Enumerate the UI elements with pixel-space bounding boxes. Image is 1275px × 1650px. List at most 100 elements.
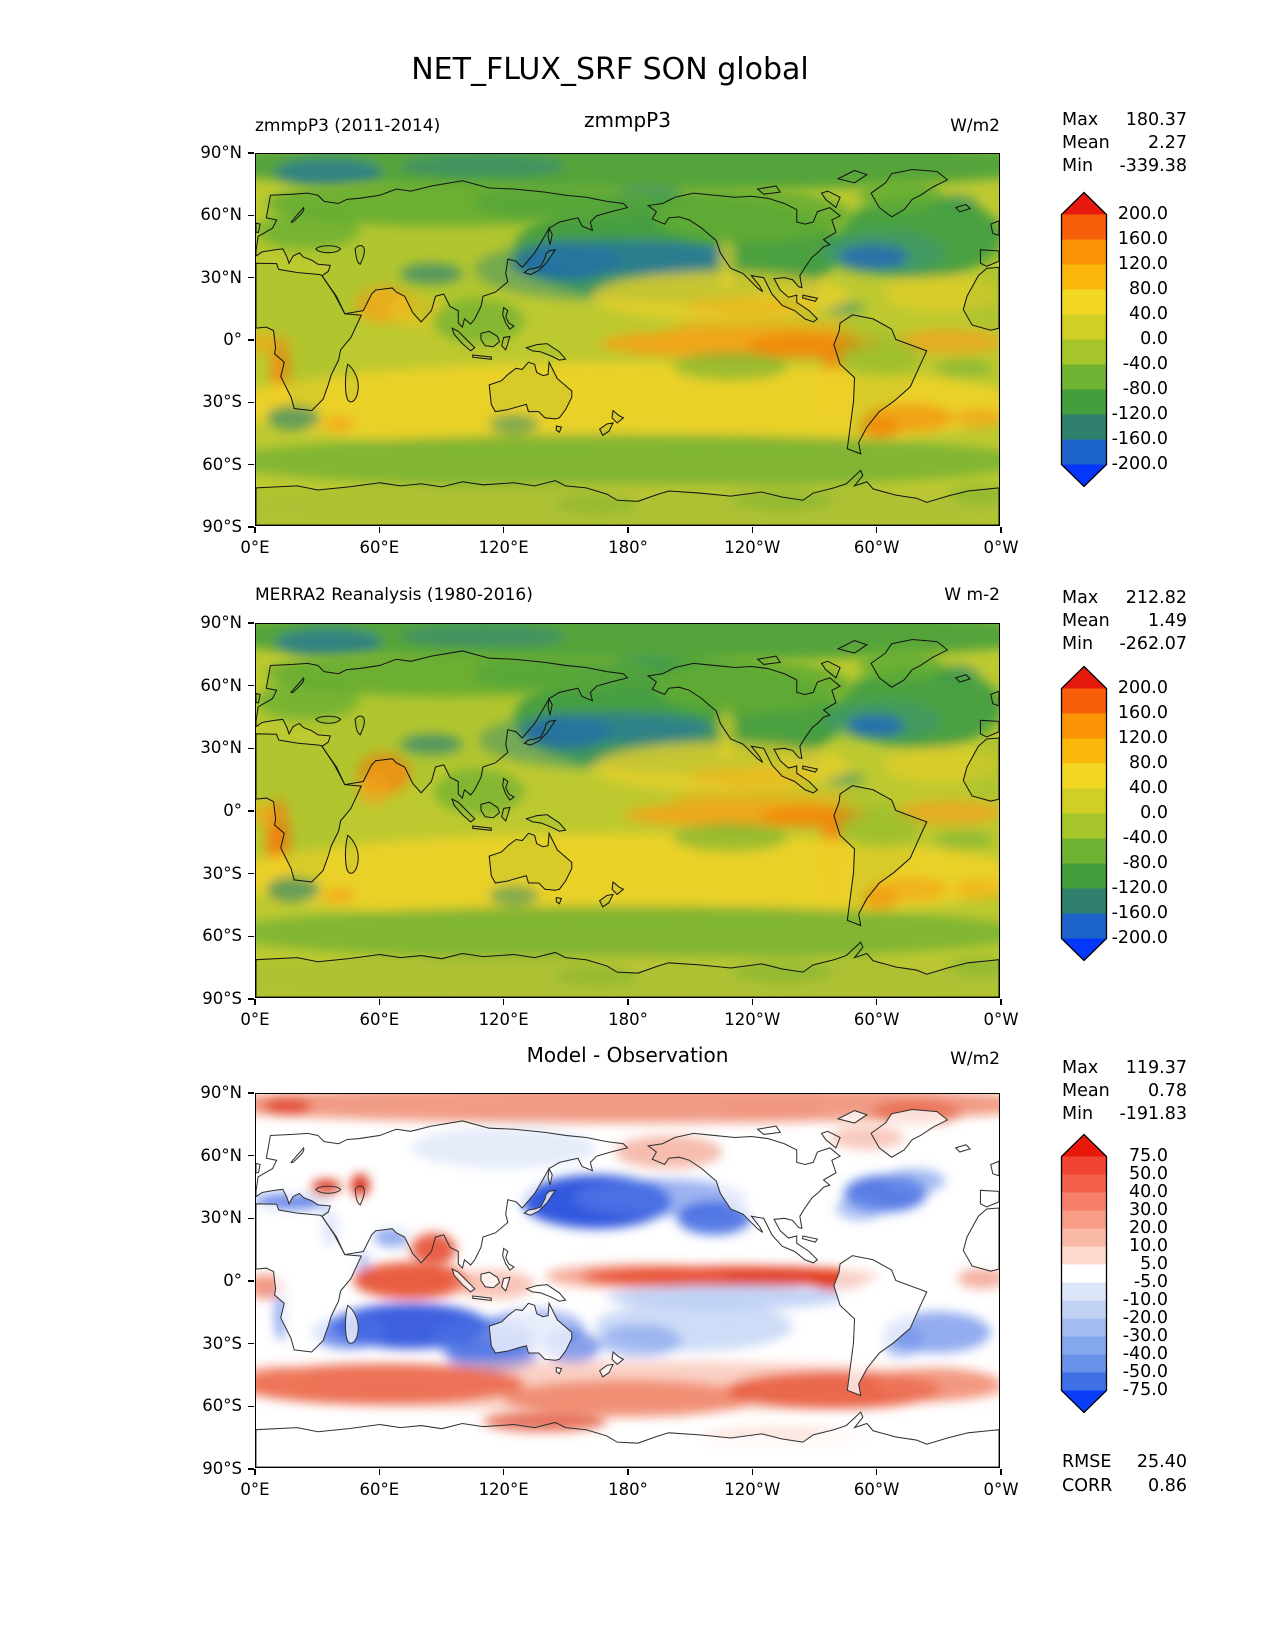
y-tick — [248, 401, 254, 404]
colorbar-tick-label: 120.0 — [1117, 254, 1168, 274]
colorbar-tick-label: -160.0 — [1111, 429, 1168, 449]
x-tick-label: 0°W — [983, 538, 1019, 557]
x-tick — [254, 999, 256, 1005]
y-tick-label: 90°S — [202, 517, 242, 536]
x-tick — [1000, 999, 1002, 1005]
colorbar — [1060, 191, 1108, 488]
x-tick-label: 120°E — [478, 1010, 529, 1029]
stat-value: 180.37 — [1125, 110, 1187, 130]
y-tick — [248, 339, 254, 341]
x-tick — [378, 1469, 381, 1475]
panel2-units: W m-2 — [944, 585, 1000, 605]
y-tick-label: 30°N — [200, 738, 242, 758]
panel3-units: W/m2 — [950, 1049, 1000, 1069]
colorbar-tick-label: 20.0 — [1129, 1218, 1168, 1238]
y-tick — [248, 1342, 254, 1345]
x-tick — [502, 1469, 505, 1475]
colorbar-tick-label: -80.0 — [1122, 379, 1168, 399]
x-tick-label: 120°W — [724, 1010, 781, 1029]
stat-label: Min — [1062, 1104, 1094, 1124]
corr-label: CORR — [1062, 1476, 1113, 1496]
y-tick-label: 0° — [223, 330, 242, 349]
y-tick-label: 60°S — [202, 454, 242, 474]
stat-value: 1.49 — [1148, 611, 1187, 631]
y-tick-label: 30°S — [202, 863, 242, 883]
y-tick-label: 30°N — [200, 1208, 242, 1228]
panel1-center-title: zmmpP3 — [584, 108, 671, 132]
colorbar-tick-label: -40.0 — [1122, 354, 1168, 374]
y-tick — [248, 1280, 254, 1282]
x-tick-label: 60°E — [359, 1010, 400, 1029]
colorbar-tick-label: 75.0 — [1129, 1146, 1168, 1166]
stat-value: 119.37 — [1125, 1058, 1187, 1078]
colorbar-tick-label: -160.0 — [1111, 903, 1168, 923]
x-tick-label: 0°E — [240, 1010, 270, 1029]
colorbar — [1060, 665, 1108, 962]
x-tick — [751, 527, 754, 533]
x-tick — [378, 999, 381, 1005]
y-tick-label: 0° — [223, 1271, 242, 1290]
figure-title: NET_FLUX_SRF SON global — [411, 52, 809, 87]
y-tick-label: 30°S — [202, 1333, 242, 1353]
colorbar-tick-label: 80.0 — [1129, 279, 1168, 299]
y-tick — [248, 810, 254, 812]
x-tick — [378, 527, 381, 533]
rmse-label: RMSE — [1062, 1452, 1112, 1472]
x-tick-label: 60°W — [853, 1010, 900, 1029]
rmse-value: 25.40 — [1136, 1452, 1187, 1472]
x-tick — [502, 527, 505, 533]
stat-label: Max — [1062, 1058, 1099, 1078]
colorbar-tick-label: 160.0 — [1117, 229, 1168, 249]
colorbar — [1060, 1133, 1108, 1414]
x-tick-label: 60°W — [853, 1480, 900, 1499]
y-tick — [248, 276, 254, 279]
colorbar-tick-label: 120.0 — [1117, 728, 1168, 748]
colorbar-tick-label: -10.0 — [1122, 1290, 1168, 1310]
stat-label: Max — [1062, 588, 1099, 608]
x-tick-label: 0°E — [240, 538, 270, 557]
colorbar-tick-label: 40.0 — [1129, 1182, 1168, 1202]
y-tick — [248, 1405, 254, 1408]
y-tick — [248, 1217, 254, 1220]
x-tick — [751, 1469, 754, 1475]
stat-value: -339.38 — [1119, 156, 1187, 176]
colorbar-tick-label: -5.0 — [1133, 1272, 1168, 1292]
x-tick-label: 180° — [608, 1480, 648, 1499]
colorbar-tick-label: -40.0 — [1122, 828, 1168, 848]
panel3-center-title: Model - Observation — [526, 1043, 729, 1067]
y-tick — [248, 152, 254, 154]
y-tick-label: 90°N — [200, 143, 242, 162]
x-tick-label: 120°W — [724, 538, 781, 557]
y-tick-label: 30°S — [202, 392, 242, 412]
colorbar-tick-label: -75.0 — [1122, 1380, 1168, 1400]
x-tick-label: 0°W — [983, 1480, 1019, 1499]
x-tick — [254, 527, 256, 533]
y-tick — [248, 747, 254, 750]
colorbar-tick-label: -200.0 — [1111, 454, 1168, 474]
y-tick-label: 60°N — [200, 675, 242, 695]
colorbar-tick-label: 30.0 — [1129, 1200, 1168, 1220]
x-tick — [627, 1469, 629, 1475]
x-tick-label: 180° — [608, 538, 648, 557]
colorbar-tick-label: -120.0 — [1111, 404, 1168, 424]
y-tick — [248, 463, 254, 466]
colorbar-tick-label: 0.0 — [1140, 803, 1168, 823]
colorbar-tick-label: 50.0 — [1129, 1164, 1168, 1184]
y-tick-label: 90°S — [202, 989, 242, 1008]
map-diff — [255, 1093, 1000, 1468]
y-tick-label: 60°N — [200, 205, 242, 225]
stat-value: 2.27 — [1148, 133, 1187, 153]
x-tick-label: 0°E — [240, 1480, 270, 1499]
colorbar-tick-label: -120.0 — [1111, 878, 1168, 898]
y-tick-label: 90°N — [200, 1083, 242, 1102]
colorbar-tick-label: -20.0 — [1122, 1308, 1168, 1328]
x-tick — [627, 999, 629, 1005]
stat-label: Mean — [1062, 133, 1110, 153]
colorbar-tick-label: -30.0 — [1122, 1326, 1168, 1346]
x-tick — [627, 527, 629, 533]
x-tick — [875, 527, 878, 533]
x-tick-label: 120°E — [478, 1480, 529, 1499]
colorbar-tick-label: -200.0 — [1111, 928, 1168, 948]
x-tick — [751, 999, 754, 1005]
